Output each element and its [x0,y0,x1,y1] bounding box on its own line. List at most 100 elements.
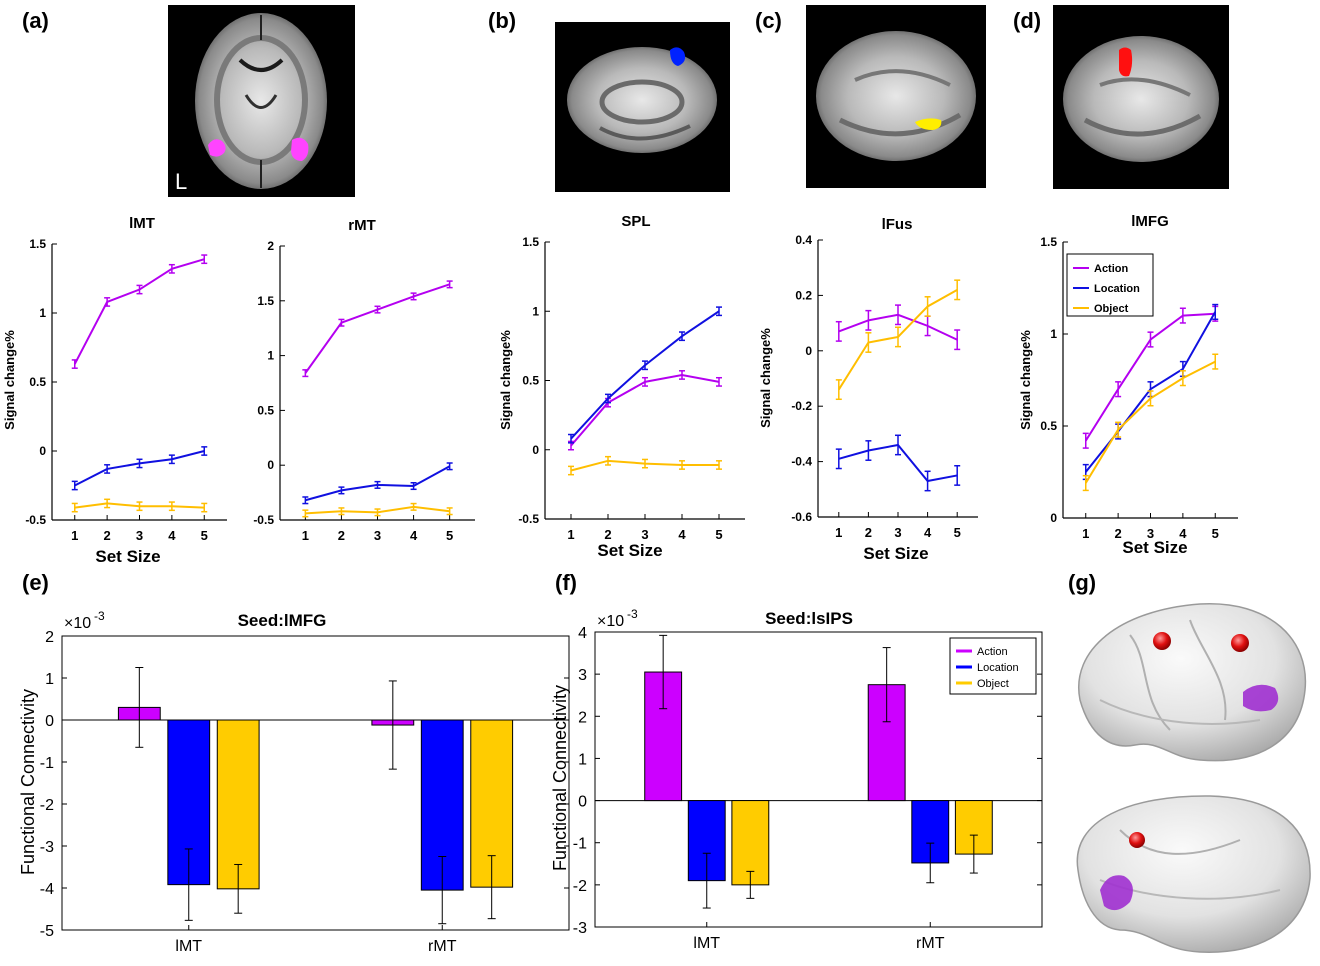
x-tick-label: 1 [835,525,842,540]
x-tick-label: 4 [678,527,686,542]
mri-axial-slice-a: L [168,5,355,197]
seed-sphere-3 [1129,832,1145,848]
orientation-marker: L [175,169,187,194]
y-tick-label: -1 [573,836,587,853]
legend-box [1066,253,1154,317]
y-tick-label: -0.5 [518,512,539,526]
y-tick-label: 1.5 [257,294,274,308]
y-tick-label: 1 [578,751,587,768]
roi-lmfg-blob [1119,47,1133,77]
cortex-roi-blob-upper [1243,684,1279,712]
line-chart-spl: SPL -0.5 0 0.5 1 1.5 1 2 3 4 5 Set Size Signal chang… [498,213,745,560]
x-axis-label: Set Size [863,544,928,563]
x-tick-label: 2 [104,528,111,543]
y-axis-label: Functional Connectivity [18,689,38,875]
cortex-lateral-view [1078,603,1307,762]
y-axis-label: Signal change% [1018,330,1033,430]
line-chart-lmt: lMT -0.5 0 0.5 1 1.5 1 2 3 4 5 Set Size Signal chang… [2,215,227,566]
roi-spl-blob [670,47,686,66]
x-tick-label: 3 [1147,526,1154,541]
x-tick-label: 2 [1115,526,1122,541]
y-tick-label: 1 [39,306,46,320]
y-tick-label: 0.5 [29,375,46,389]
y-tick-label: 2 [267,239,274,253]
axis-exponent-power: -3 [627,607,638,621]
x-tick-label: 1 [302,528,309,543]
y-tick-label: -2 [573,878,587,895]
line-chart-rmt: rMT -0.5 0 0.5 1 1.5 2 1 2 3 4 5 [253,217,475,543]
y-tick-label: 0 [805,344,812,358]
y-axis-label: Signal change% [2,330,17,430]
y-tick-label: 1 [267,349,274,363]
y-tick-label: -0.5 [25,513,46,527]
chart-title: Seed:lsIPS [765,609,853,628]
x-tick-label: 3 [374,528,381,543]
series-line-action [304,283,450,374]
bar-object [731,800,770,886]
y-tick-label: 2 [45,629,54,646]
y-tick-label: 0 [39,444,46,458]
x-tick-label: rMT [916,935,945,952]
y-tick-label: 0.4 [795,233,812,247]
y-tick-label: -0.2 [791,399,812,413]
chart-title: Seed:lMFG [238,611,327,630]
x-tick-label: 3 [894,525,901,540]
panel-label-g: (g) [1068,570,1096,595]
x-tick-label: 1 [567,527,574,542]
chart-title: SPL [621,213,650,230]
y-tick-label: 0 [578,794,587,811]
y-tick-label: 3 [578,667,587,684]
y-tick-label: -1 [40,755,54,772]
legend-label-location: Location [1094,283,1140,295]
x-tick-label: lMT [175,938,202,955]
x-tick-label: 4 [410,528,418,543]
panel-label-b: (b) [488,8,516,33]
roi-lfus-blob [915,118,942,130]
line-chart-lmfg: lMFG 0 0.5 1 1.5 1 2 3 4 5 Set Size Signal change% A… [1018,213,1238,557]
x-tick-label: 5 [715,527,722,542]
y-tick-label: -0.5 [253,513,274,527]
line-chart-lfus: lFus -0.6 -0.4 -0.2 0 0.2 0.4 1 2 3 4 5 Set Size Sign… [758,216,978,563]
y-tick-label: 0 [532,443,539,457]
legend-label-action: Action [1094,263,1129,275]
roi-lmt-blob [208,139,226,157]
y-tick-label: 0.5 [1040,419,1057,433]
y-tick-label: 4 [578,625,587,642]
y-tick-label: 0.2 [795,288,812,302]
seed-sphere-1 [1153,632,1171,650]
y-tick-label: 1 [1050,327,1057,341]
y-tick-label: 1.5 [1040,235,1057,249]
y-axis-label: Signal change% [758,328,773,428]
x-tick-label: 1 [1082,526,1089,541]
chart-title: lMFG [1131,213,1169,230]
panel-label-d: (d) [1013,8,1041,33]
series-line-action [73,258,205,365]
mri-sagittal-slice-b [555,22,730,192]
y-tick-label: -0.4 [791,455,812,469]
chart-title: lFus [882,216,913,233]
legend-label-object: Object [1094,303,1129,315]
x-tick-label: 2 [338,528,345,543]
x-tick-label: 5 [1212,526,1219,541]
panel-label-c: (c) [755,8,782,33]
bar-object [216,719,260,890]
y-tick-label: -2 [40,797,54,814]
y-tick-label: 1.5 [522,235,539,249]
axis-exponent-base: ×10 [597,613,624,630]
cortex-roi-blob-lower [1100,875,1133,911]
x-tick-label: 1 [71,528,78,543]
chart-title: rMT [348,217,376,234]
y-tick-label: 0 [267,458,274,472]
legend-label-location: Location [977,662,1019,674]
y-tick-label: -0.6 [791,510,812,524]
x-tick-label: 5 [446,528,453,543]
x-tick-label: lMT [693,935,720,952]
y-tick-label: 1.5 [29,237,46,251]
x-tick-label: 4 [924,525,932,540]
y-axis-label: Functional Connectivity [550,685,570,871]
y-tick-label: 1 [45,671,54,688]
x-tick-label: 4 [168,528,176,543]
x-axis-label: Set Size [1122,538,1187,557]
